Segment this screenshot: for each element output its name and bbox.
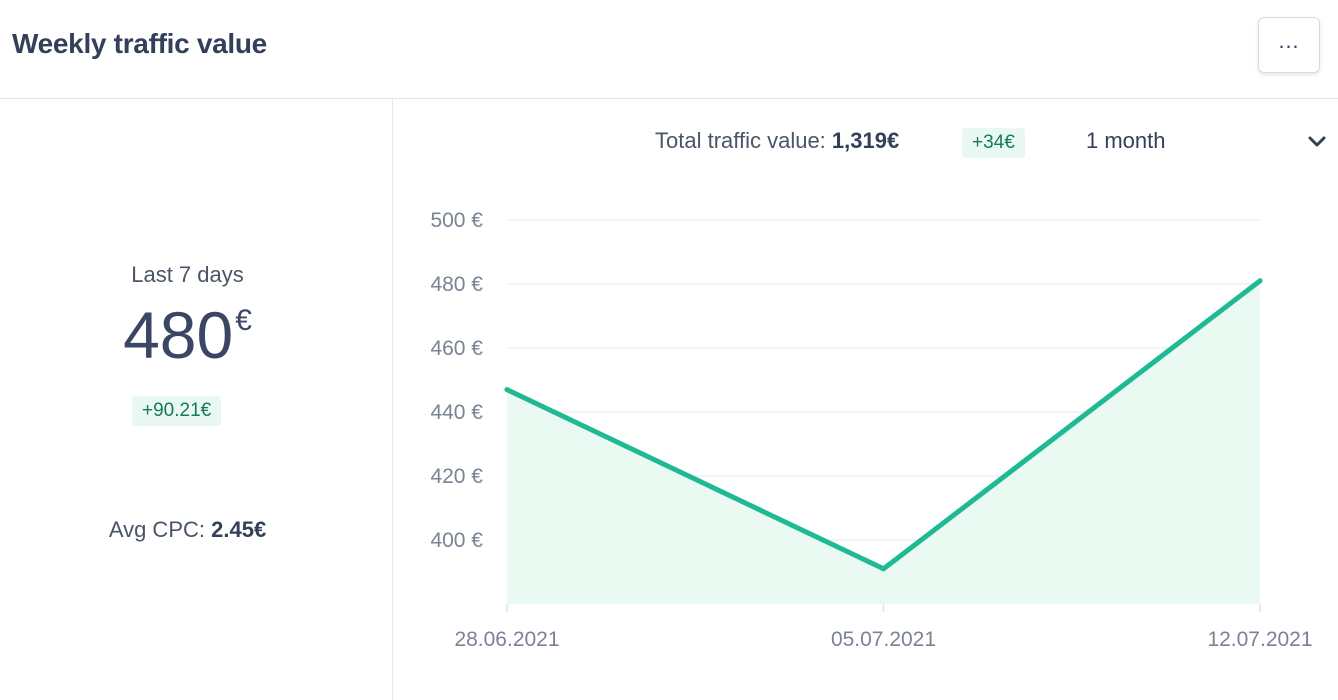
y-tick-label: 420 € [430, 465, 483, 488]
period-label: Last 7 days [131, 262, 244, 287]
y-tick-label: 400 € [430, 529, 483, 552]
summary-panel: Last 7 days 480€ +90.21€ Avg CPC: 2.45€ [0, 99, 393, 700]
avg-cpc: Avg CPC: 2.45€ [0, 517, 375, 543]
period-select[interactable]: 1 month [1086, 128, 1166, 153]
series-area [507, 280, 1260, 604]
data-point [1257, 278, 1263, 284]
data-point [504, 387, 510, 393]
avg-cpc-value: 2.45€ [211, 517, 267, 542]
x-tick-label: 05.07.2021 [831, 628, 936, 651]
avg-cpc-label: Avg CPC: [108, 517, 205, 542]
weekly-value: 480€ [0, 302, 375, 368]
y-tick-label: 500 € [430, 209, 483, 232]
card-header: Weekly traffic value … [0, 0, 1338, 99]
x-tick-label: 12.07.2021 [1207, 628, 1312, 651]
y-tick-label: 480 € [430, 273, 483, 296]
chevron-down-icon[interactable] [1306, 132, 1328, 152]
y-tick-label: 460 € [430, 337, 483, 360]
currency-symbol: € [235, 304, 252, 337]
traffic-value-chart: 400 € 420 € 440 € 460 € 480 € 500 € 28.06.2021… [430, 209, 1312, 651]
more-options-button[interactable]: … [1258, 17, 1320, 73]
weekly-change-badge: +90.21€ [132, 396, 222, 426]
card-title: Weekly traffic value [12, 28, 267, 59]
y-tick-label: 440 € [430, 401, 483, 424]
total-traffic-value: 1,319€ [831, 128, 900, 153]
total-traffic-summary: Total traffic value: 1,319€ [655, 128, 899, 154]
data-point [881, 566, 886, 572]
total-change-badge: +34€ [962, 128, 1025, 158]
total-traffic-label: Total traffic value: [655, 128, 826, 153]
weekly-value-number: 480 [123, 298, 234, 372]
ellipsis-icon: … [1277, 28, 1301, 53]
x-tick-label: 28.06.2021 [454, 628, 559, 651]
